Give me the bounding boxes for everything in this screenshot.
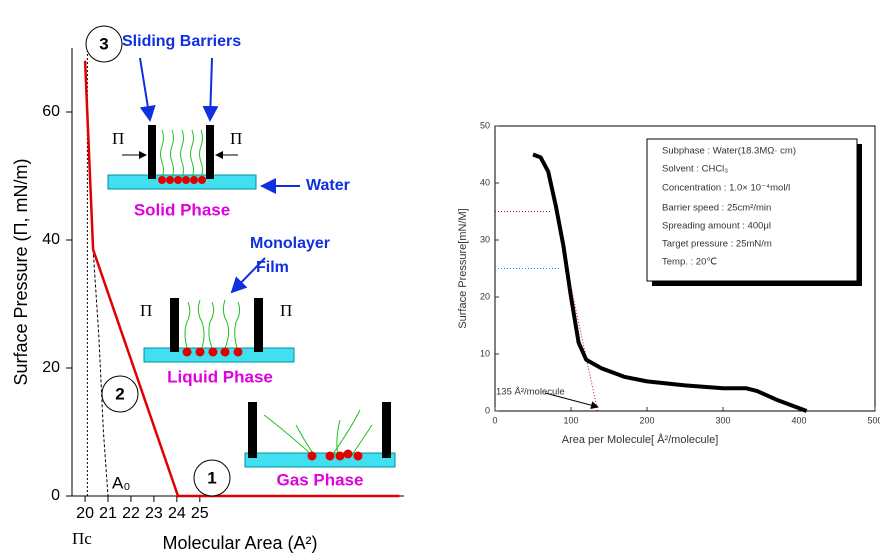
y-axis-label: Surface Pressure (Π, mN/m): [11, 158, 31, 385]
left-chart: Surface Pressure (Π, mN/m) Molecular Area…: [11, 26, 404, 553]
info-text: Target pressure : 25mN/m: [662, 239, 772, 250]
info-text: Spreading amount : 400μl: [662, 221, 771, 232]
y-tick-label: 40: [42, 231, 60, 248]
annotation: Solid Phase: [134, 200, 230, 219]
x-tick-label: 300: [715, 415, 730, 425]
annotation: Water: [306, 177, 350, 194]
x-tick-label: 23: [145, 505, 163, 522]
x-tick-label: 100: [563, 415, 578, 425]
solid-phase-diagram: [108, 58, 300, 189]
x-tick-label: 500: [867, 415, 880, 425]
annotation: Π: [230, 129, 242, 148]
x-tick-label: 0: [492, 415, 497, 425]
y-tick-label: 10: [480, 348, 490, 358]
info-text: Temp. : 20℃: [662, 257, 717, 268]
y-tick-label: 30: [480, 234, 490, 244]
info-text: Barrier speed : 25cm²/min: [662, 203, 771, 214]
annotation: Π: [140, 301, 152, 320]
annotation: 135 Å²/molecule: [496, 387, 565, 398]
y-axis-label: Surface Pressure[mN/M]: [457, 208, 469, 328]
annotation: 2: [115, 384, 124, 403]
annotation: Π: [112, 129, 124, 148]
x-tick-label: 21: [99, 505, 117, 522]
y-tick-label: 20: [42, 359, 60, 376]
info-text: Solvent : CHCl₃: [662, 164, 728, 175]
annotation: A₀: [112, 473, 130, 492]
annotation: Monolayer: [250, 235, 330, 252]
x-tick-label: 24: [168, 505, 186, 522]
annotation: Liquid Phase: [167, 367, 273, 386]
annotation: Sliding Barriers: [122, 33, 241, 50]
y-tick-label: 40: [480, 177, 490, 187]
annotation: 1: [207, 468, 216, 487]
gas-phase-diagram: [245, 402, 395, 467]
x-tick-label: 22: [122, 505, 140, 522]
info-text: Subphase : Water(18.3MΩ· cm): [662, 146, 796, 157]
x-tick-label: 200: [639, 415, 654, 425]
y-tick-label: 60: [42, 103, 60, 120]
x-tick-label: 25: [191, 505, 209, 522]
series-line: [85, 61, 399, 496]
annotation: Gas Phase: [277, 470, 364, 489]
x-tick-label: 400: [791, 415, 806, 425]
annotation: 3: [99, 34, 108, 53]
annotation: Πc: [72, 529, 92, 548]
x-axis-label: Area per Molecule[ Å²/molecule]: [562, 433, 719, 446]
figure: Surface Pressure (Π, mN/m) Molecular Area…: [0, 0, 880, 554]
y-tick-label: 50: [480, 120, 490, 130]
info-text: Concentration : 1.0× 10⁻⁴mol/l: [662, 183, 790, 194]
y-tick-label: 20: [480, 291, 490, 301]
x-axis-label: Molecular Area (A²): [162, 533, 317, 553]
right-chart: Surface Pressure[mN/M] Area per Molecule[…: [457, 120, 880, 446]
y-tick-label: 0: [51, 487, 60, 504]
annotation: Π: [280, 301, 292, 320]
y-tick-label: 0: [485, 405, 490, 415]
annotation: Film: [256, 259, 289, 276]
x-tick-label: 20: [76, 505, 94, 522]
